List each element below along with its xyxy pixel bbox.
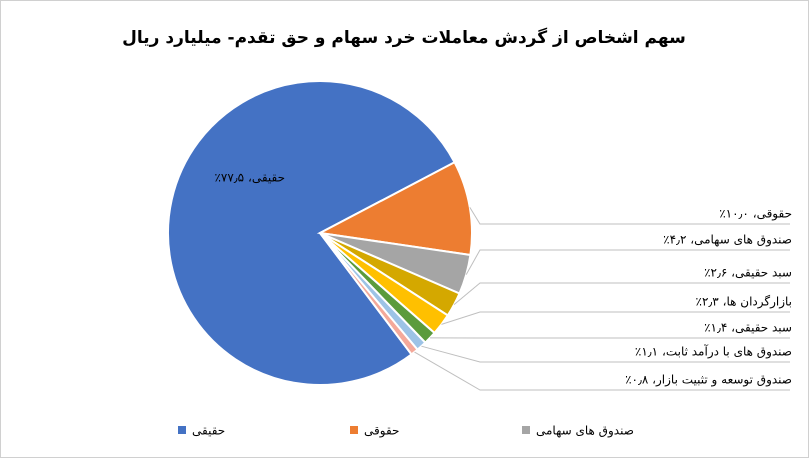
leader-line [421, 345, 790, 363]
data-label: صندوق توسعه و تثبیت بازار، ۰٫۸٪ [625, 373, 792, 388]
data-label: سبد حقیقی، ۱٫۴٪ [704, 321, 792, 335]
legend-swatch [350, 426, 358, 434]
leader-line [465, 249, 790, 275]
leader-line [453, 282, 790, 306]
legend-label: حقیقی [192, 424, 225, 438]
data-label: سبد حقیقی، ۲٫۶٪ [704, 266, 792, 280]
data-label: صندوق های سهامی، ۴٫۲٪ [663, 233, 792, 248]
legend-label: حقوقی [364, 424, 399, 439]
data-label: حقیقی، ۷۷٫۵٪ [214, 171, 285, 185]
pie-slice [316, 160, 473, 257]
legend-swatch [178, 426, 186, 434]
legend-label: صندوق های سهامی [536, 424, 634, 439]
leader-line [441, 311, 790, 325]
data-label: بازارگردان ها، ۲٫۳٪ [696, 295, 792, 310]
leader-line [469, 207, 790, 225]
chart-title: سهم اشخاص از گردش معاملات خرد سهام و حق … [122, 27, 686, 48]
leader-line [414, 351, 790, 391]
data-label: صندوق های با درآمد ثابت، ۱٫۱٪ [635, 344, 792, 360]
data-label: حقوقی، ۱۰٫۰٪ [719, 207, 792, 222]
pie-slice [167, 80, 456, 386]
legend-swatch [522, 426, 530, 434]
